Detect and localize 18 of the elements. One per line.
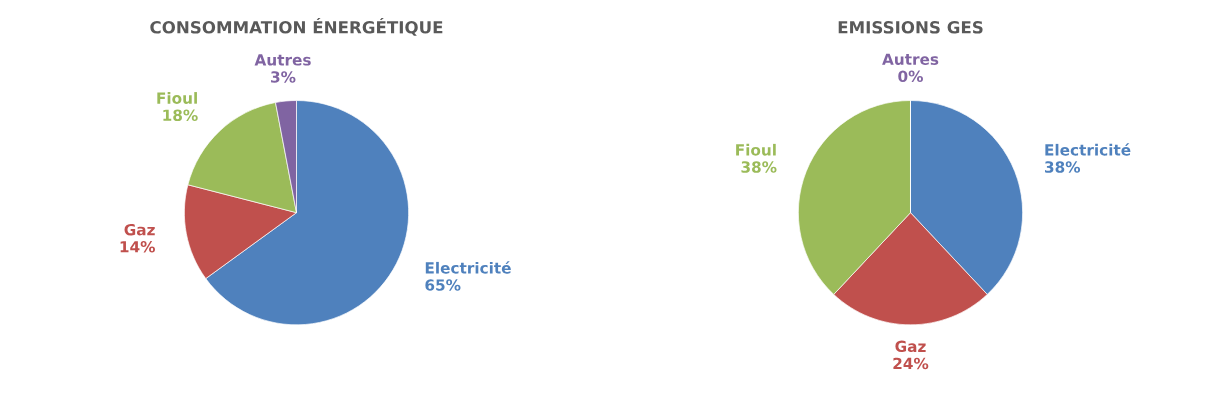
chart-title: EMISSIONS GES — [838, 21, 983, 34]
data-label: 18% — [163, 109, 198, 121]
slice-label: Fioul — [157, 92, 197, 104]
slice-label: Gaz — [895, 340, 926, 353]
data-label: 14% — [120, 241, 155, 253]
data-label: 38% — [741, 161, 777, 173]
slice-label: Fioul — [736, 143, 776, 156]
text: 0% — [898, 70, 923, 83]
slice-label: Autres — [254, 54, 311, 66]
category-label: Autres — [882, 53, 939, 65]
slice-label: Gaz — [124, 223, 155, 236]
slice-label: Electricité — [1045, 143, 1131, 156]
data-label: 65% — [425, 279, 461, 291]
data-label: 3% — [271, 71, 296, 83]
data-label: 24% — [893, 357, 929, 370]
data-label: 38% — [1045, 161, 1081, 173]
slice-label: Electricité — [425, 261, 511, 274]
chart-title: CONSOMMATION ÉNERGÉTIQUE — [150, 17, 443, 36]
